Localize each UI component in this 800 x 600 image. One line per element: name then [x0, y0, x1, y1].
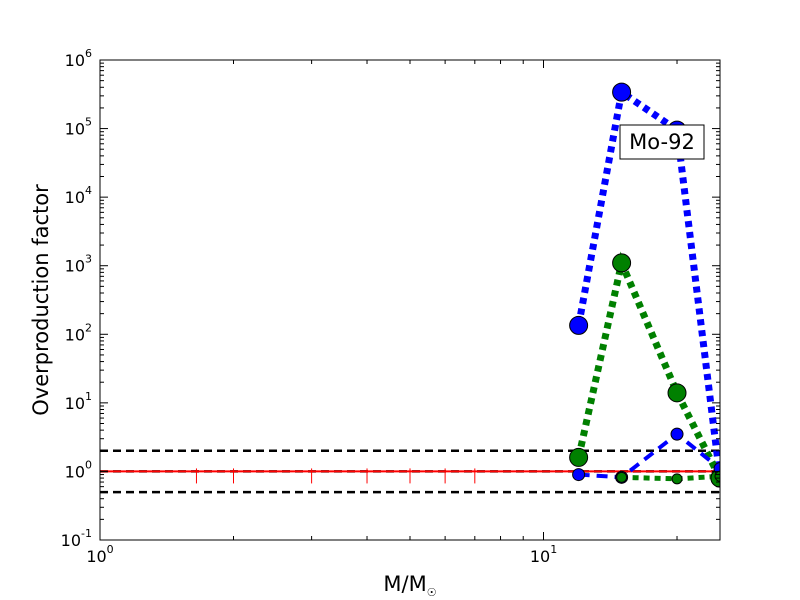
annotation-box — [619, 124, 705, 160]
y-tick-label-0: 10-1 — [61, 527, 92, 550]
series-2-line — [578, 431, 720, 480]
series-3-line — [621, 473, 720, 482]
y-tick-label-2: 101 — [65, 390, 92, 413]
series-3-point-0 — [616, 471, 628, 483]
y-tick-label-3: 102 — [65, 321, 92, 344]
y-axis-label: Overproduction factor — [29, 184, 53, 416]
series-1-point-0 — [569, 447, 589, 467]
series-0-point-0 — [569, 315, 589, 335]
series-1-line — [575, 251, 720, 480]
series-1-point-2 — [667, 383, 687, 403]
y-tick-label-5: 104 — [65, 184, 92, 207]
annotation-label: Mo-92 — [629, 130, 695, 154]
series-2-point-0 — [572, 468, 586, 482]
x-tick-label-1: 101 — [530, 543, 557, 566]
y-tick-label-4: 103 — [65, 253, 92, 276]
x-tick-label-0: 100 — [86, 543, 113, 566]
series-0-point-1 — [612, 82, 632, 102]
series-1-point-1 — [612, 253, 632, 273]
y-tick-label-6: 105 — [65, 116, 92, 139]
y-tick-label-1: 100 — [65, 458, 92, 481]
series-2-point-2 — [670, 427, 684, 441]
series-3-point-1 — [671, 473, 683, 485]
x-axis-label: M/M☉ — [383, 572, 436, 599]
series-3-point-2 — [714, 470, 720, 482]
y-tick-label-7: 106 — [65, 47, 92, 70]
